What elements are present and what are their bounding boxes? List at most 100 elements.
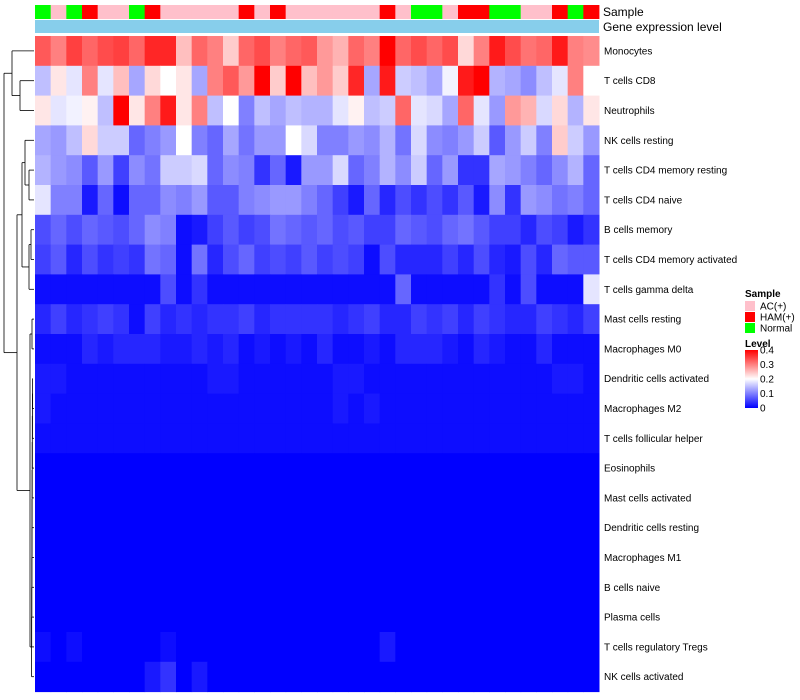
- heatmap-cell: [505, 363, 522, 395]
- sample-annotation-cell: [97, 5, 114, 19]
- sample-annotation-cell: [176, 5, 193, 19]
- heatmap-cell: [50, 274, 67, 305]
- heatmap-cell: [458, 423, 475, 454]
- heatmap-cell: [129, 244, 146, 275]
- heatmap-cell: [567, 185, 584, 216]
- heatmap-cell: [66, 453, 83, 484]
- heatmap-cell: [567, 602, 584, 633]
- heatmap-cell: [254, 602, 271, 633]
- heatmap-cell: [113, 512, 130, 544]
- heatmap-cell: [176, 334, 193, 365]
- heatmap-cell: [35, 36, 52, 67]
- heatmap-cell: [270, 661, 287, 693]
- heatmap-cell: [442, 423, 459, 454]
- heatmap-cell: [520, 244, 537, 275]
- heatmap-cell: [207, 572, 224, 603]
- heatmap-cell: [97, 363, 114, 395]
- row-label: B cells naive: [604, 583, 661, 594]
- heatmap-cell: [223, 36, 240, 67]
- heatmap-cell: [144, 423, 161, 454]
- heatmap-cell: [238, 36, 255, 67]
- heatmap-cell: [35, 334, 52, 365]
- heatmap-cell: [442, 393, 459, 424]
- heatmap-cell: [82, 602, 99, 633]
- heatmap-cell: [270, 274, 287, 305]
- heatmap-cell: [176, 363, 193, 395]
- heatmap-cell: [348, 393, 365, 424]
- heatmap-cell: [238, 483, 255, 514]
- heatmap-cell: [50, 65, 67, 97]
- heatmap-cell: [160, 244, 177, 275]
- heatmap-cell: [238, 363, 255, 395]
- heatmap-cell: [583, 542, 600, 573]
- heatmap-cell: [176, 512, 193, 544]
- heatmap-cell: [332, 572, 349, 603]
- heatmap-cell: [207, 512, 224, 544]
- heatmap-cell: [520, 542, 537, 573]
- heatmap-cell: [160, 95, 177, 126]
- heatmap-cell: [191, 453, 208, 484]
- heatmap-cell: [113, 483, 130, 514]
- heatmap-cell: [144, 512, 161, 544]
- heatmap-cell: [317, 334, 334, 365]
- heatmap-cell: [458, 185, 475, 216]
- heatmap-cell: [223, 125, 240, 156]
- heatmap-cell: [364, 453, 381, 484]
- legend-level-tick: 0.4: [760, 346, 774, 357]
- heatmap-cell: [50, 542, 67, 573]
- heatmap-cell: [442, 214, 459, 246]
- heatmap-cell: [411, 244, 428, 275]
- heatmap-cell: [536, 483, 553, 514]
- heatmap-cell: [473, 334, 490, 365]
- heatmap-cell: [520, 185, 537, 216]
- heatmap-cell: [144, 274, 161, 305]
- heatmap-cell: [567, 214, 584, 246]
- heatmap-cell: [473, 453, 490, 484]
- heatmap-cell: [223, 542, 240, 573]
- heatmap-cell: [317, 95, 334, 126]
- heatmap-cell: [144, 572, 161, 603]
- heatmap-cell: [332, 453, 349, 484]
- heatmap-cell: [301, 512, 318, 544]
- heatmap-cell: [552, 572, 569, 603]
- heatmap-cell: [238, 185, 255, 216]
- heatmap-cell: [270, 512, 287, 544]
- heatmap-cell: [317, 36, 334, 67]
- heatmap-cell: [520, 602, 537, 633]
- heatmap-cell: [317, 512, 334, 544]
- heatmap-cell: [301, 214, 318, 246]
- heatmap-cell: [364, 512, 381, 544]
- heatmap-cell: [270, 65, 287, 97]
- heatmap-cell: [332, 334, 349, 365]
- heatmap-cell: [160, 453, 177, 484]
- heatmap-cell: [35, 155, 52, 186]
- heatmap-cell: [50, 393, 67, 424]
- legend-level-tick: 0.3: [760, 360, 774, 371]
- heatmap-cell: [50, 572, 67, 603]
- heatmap-cell: [238, 304, 255, 335]
- heatmap-cell: [254, 393, 271, 424]
- heatmap-cell: [567, 155, 584, 186]
- heatmap-cell: [364, 602, 381, 633]
- heatmap-cell: [97, 214, 114, 246]
- heatmap-cell: [66, 661, 83, 693]
- heatmap-cell: [348, 155, 365, 186]
- heatmap-cell: [536, 274, 553, 305]
- heatmap-cell: [35, 632, 52, 663]
- heatmap-cell: [583, 512, 600, 544]
- heatmap-cell: [35, 274, 52, 305]
- heatmap-cell: [35, 304, 52, 335]
- heatmap-cell: [129, 393, 146, 424]
- heatmap-cell: [254, 304, 271, 335]
- heatmap-cell: [505, 512, 522, 544]
- row-label: T cells gamma delta: [604, 285, 694, 296]
- heatmap-cell: [254, 185, 271, 216]
- legend-level-ticks: 0.4 0.3 0.2 0.1 0: [760, 346, 774, 415]
- heatmap-cell: [301, 274, 318, 305]
- heatmap-cell: [207, 185, 224, 216]
- heatmap-cell: [348, 512, 365, 544]
- heatmap-cell: [317, 155, 334, 186]
- heatmap-cell: [473, 423, 490, 454]
- heatmap-cell: [411, 334, 428, 365]
